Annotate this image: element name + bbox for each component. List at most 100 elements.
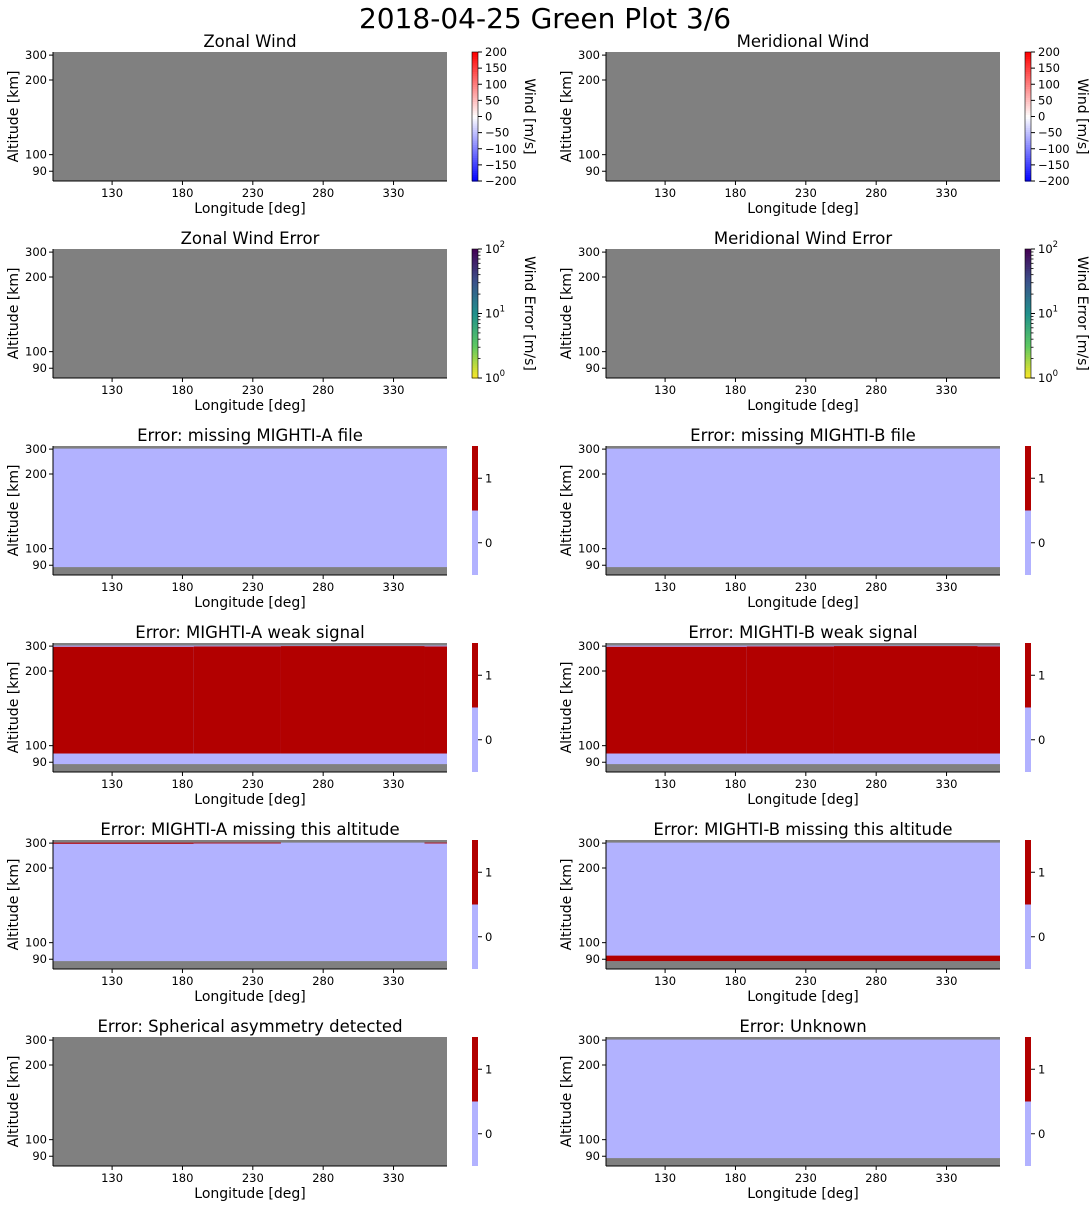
colorbar-gradient-step [1025, 153, 1031, 156]
colorbar-gradient-step [1025, 92, 1031, 96]
x-tick-label: 330 [936, 974, 958, 988]
colorbar-gradient-step [1025, 52, 1031, 55]
colorbar-gradient-step [1025, 251, 1031, 254]
colorbar: 10 [1025, 446, 1045, 575]
x-tick-label: 130 [101, 186, 123, 200]
colorbar-tick-label: 1 [485, 865, 492, 879]
colorbar-gradient-step [472, 79, 478, 83]
heatmap-cell [53, 52, 447, 181]
y-tick-label: 200 [578, 73, 600, 87]
y-tick-label: 90 [585, 558, 600, 572]
y-tick-label: 100 [25, 542, 47, 556]
colorbar: 10 [1025, 840, 1045, 969]
colorbar-gradient-step [1025, 298, 1031, 302]
colorbar-gradient-step [1025, 163, 1031, 167]
heatmap-cell [424, 842, 447, 844]
colorbar-gradient-step [472, 75, 478, 79]
colorbar-gradient-step [472, 343, 478, 347]
x-tick-label: 130 [654, 1171, 676, 1185]
x-tick-label: 130 [654, 383, 676, 397]
colorbar-gradient-step [472, 170, 478, 173]
colorbar-tick-label: −100 [485, 142, 517, 156]
colorbar-gradient-step [472, 146, 478, 150]
colorbar: 200 150 100 50 0 −50 −100 −150 −200 Wind [m/s] [471, 45, 537, 188]
x-tick-label: 180 [171, 383, 193, 397]
x-axis-label: Longitude [deg] [194, 398, 305, 414]
colorbar-tick-label: 1 [1038, 668, 1045, 682]
x-tick-label: 180 [724, 974, 746, 988]
x-axis-label: Longitude [deg] [194, 595, 305, 611]
colorbar-gradient-step [472, 71, 478, 75]
colorbar-gradient-step [472, 172, 478, 176]
colorbar-gradient-step [472, 92, 478, 96]
colorbar-gradient-step [472, 95, 478, 98]
colorbar-gradient-step [1025, 274, 1031, 278]
colorbar-gradient-step [472, 125, 478, 128]
y-tick-label: 100 [578, 1133, 600, 1147]
colorbar-gradient-step [1025, 103, 1031, 107]
colorbar-gradient-step [1025, 345, 1031, 349]
x-tick-label: 280 [865, 1171, 887, 1185]
x-axis-label: Longitude [deg] [194, 989, 305, 1005]
colorbar-tick-label: 200 [485, 45, 507, 59]
colorbar-gradient-step [1025, 112, 1031, 115]
colorbar-gradient-step [1025, 302, 1031, 306]
colorbar-gradient-step [1025, 322, 1031, 325]
colorbar-gradient-step [472, 362, 478, 366]
colorbar-gradient-step [1025, 144, 1031, 148]
colorbar-tick-label: −200 [1038, 174, 1070, 188]
colorbar-gradient-step [1025, 300, 1031, 304]
colorbar-tick-base: 10 [1038, 242, 1053, 256]
colorbar-gradient-step [472, 307, 478, 310]
y-axis-label: Altitude [km] [6, 71, 22, 163]
colorbar-gradient-step [472, 112, 478, 115]
x-tick-label: 280 [312, 974, 334, 988]
colorbar-gradient-step [1025, 116, 1031, 120]
y-axis-label: Altitude [km] [559, 71, 575, 163]
colorbar-gradient-step [1025, 268, 1031, 272]
y-axis-label: Altitude [km] [6, 465, 22, 557]
colorbar: 10 [472, 446, 492, 575]
colorbar-gradient-step [1025, 313, 1031, 317]
colorbar-gradient-step [1025, 118, 1031, 122]
colorbar-gradient-step [472, 253, 478, 257]
x-axis-label: Longitude [deg] [747, 792, 858, 808]
y-axis-label: Altitude [km] [559, 465, 575, 557]
colorbar-gradient-step [472, 326, 478, 330]
x-tick-label: 280 [312, 1171, 334, 1185]
chart-title: Meridional Wind [737, 32, 870, 51]
chart-panel-11: Error: Spherical asymmetry detected 130 18… [6, 1017, 492, 1202]
colorbar-gradient-step [472, 283, 478, 287]
colorbar-gradient-step [472, 114, 478, 118]
chart-title: Error: MIGHTI-A missing this altitude [100, 820, 399, 839]
colorbar-gradient-step [1025, 155, 1031, 158]
colorbar-gradient-step [472, 165, 478, 169]
x-tick-label: 130 [654, 777, 676, 791]
heatmap-cell [977, 646, 1000, 754]
colorbar-gradient-step [1025, 328, 1031, 332]
colorbar-gradient-step [1025, 99, 1031, 103]
colorbar-gradient-step [1025, 176, 1031, 180]
colorbar-tick-label: 150 [485, 61, 507, 75]
x-tick-label: 180 [171, 580, 193, 594]
colorbar-gradient-step [472, 337, 478, 340]
colorbar-gradient-step [1025, 352, 1031, 355]
y-tick-label: 90 [32, 558, 47, 572]
x-tick-label: 330 [936, 186, 958, 200]
colorbar-segment [1025, 1101, 1031, 1166]
colorbar-gradient-step [1025, 101, 1031, 105]
colorbar-gradient-step [1025, 110, 1031, 113]
colorbar-gradient-step [472, 298, 478, 302]
x-tick-label: 180 [724, 777, 746, 791]
colorbar-gradient-step [472, 58, 478, 62]
heatmap-cell [193, 646, 281, 754]
colorbar-gradient-step [472, 174, 478, 178]
colorbar-gradient-step [472, 54, 478, 57]
y-axis-label: Altitude [km] [559, 859, 575, 951]
colorbar-gradient-step [472, 69, 478, 72]
colorbar-segment [472, 904, 478, 969]
